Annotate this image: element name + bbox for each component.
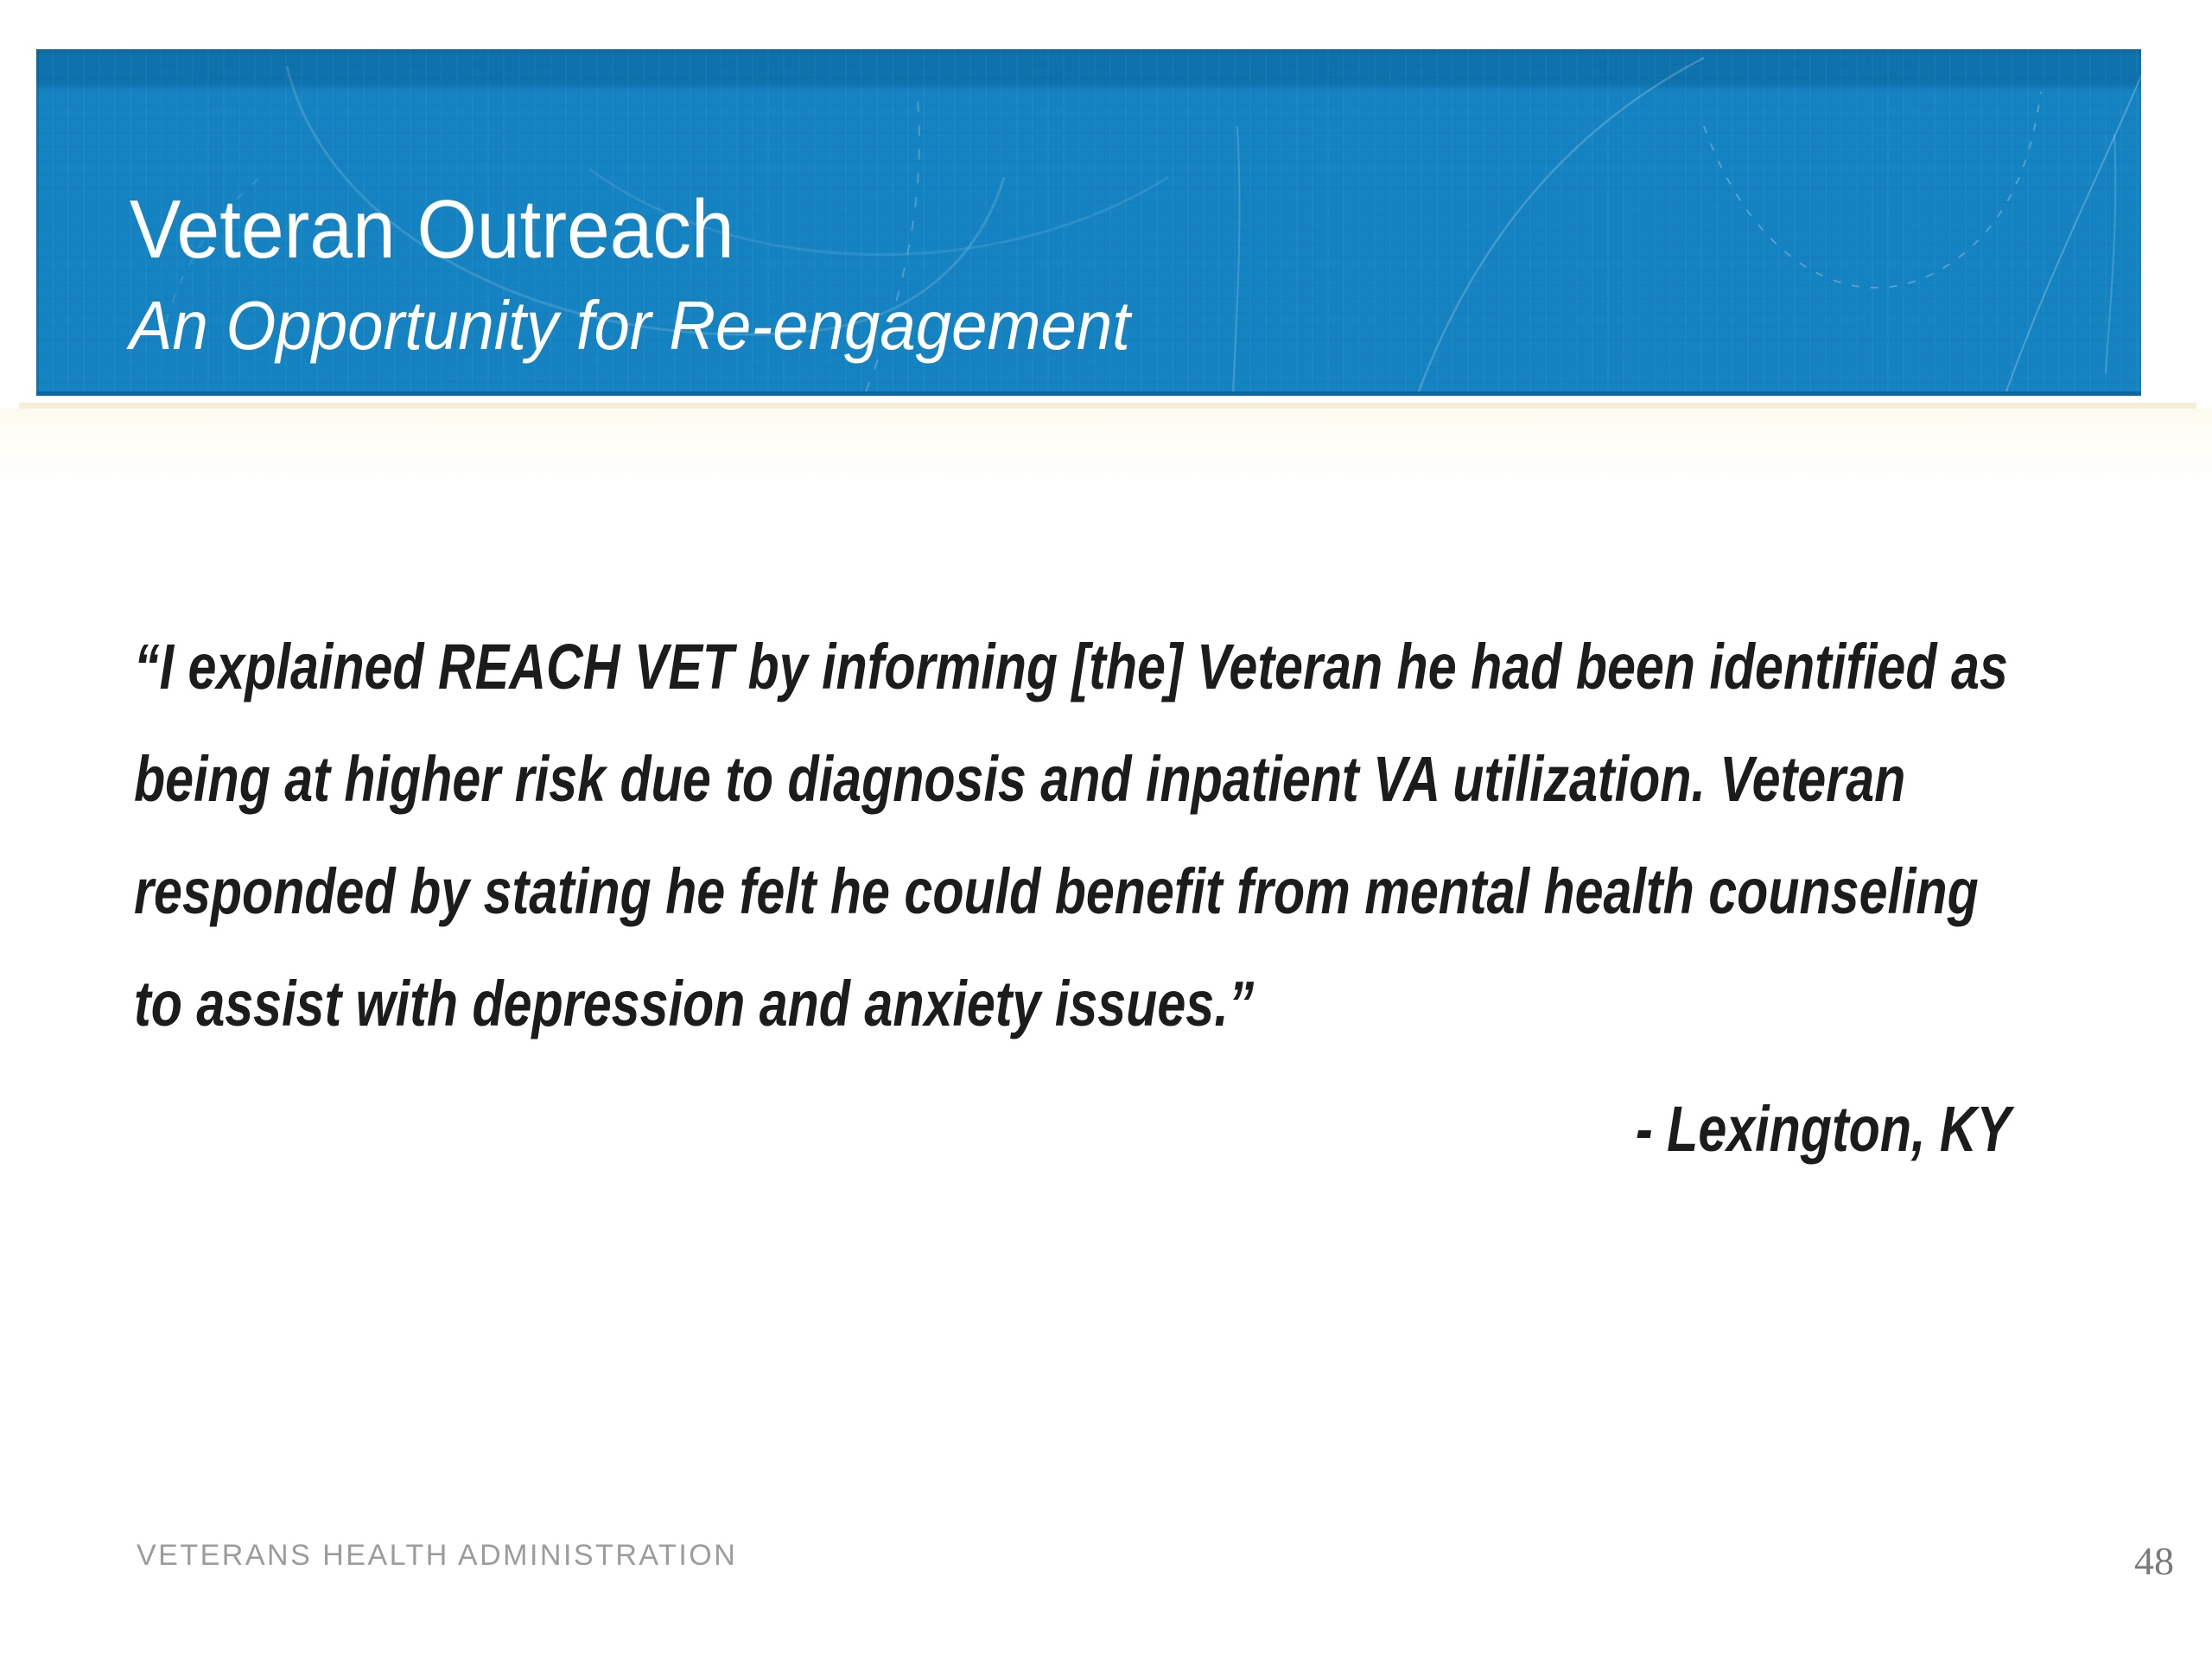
quote-text: “I explained REACH VET by informing [the… [134,611,2173,1060]
banner-cream-fade [0,409,2212,486]
quote-attribution: - Lexington, KY [1636,1093,2012,1165]
banner-swirl-decoration [165,56,2141,391]
quote-line-4: to assist with depression and anxiety is… [134,968,1255,1039]
banner-texture [36,49,2141,391]
quote-line-1: “I explained REACH VET by informing [the… [134,631,2008,702]
page-subtitle: An Opportunity for Re-engagement [129,287,1130,364]
banner-cream-separator [19,403,2196,409]
slide-page-number: 48 [2134,1539,2174,1583]
quote-line-2: being at higher risk due to diagnosis an… [134,743,1906,815]
header-banner: Veteran Outreach An Opportunity for Re-e… [36,49,2141,396]
banner-text-group: Veteran Outreach An Opportunity for Re-e… [36,49,1993,391]
page-title: Veteran Outreach [129,183,734,276]
quote-line-3: responded by stating he felt he could be… [134,855,1979,927]
footer-organization-label: VETERANS HEALTH ADMINISTRATION [137,1539,738,1572]
